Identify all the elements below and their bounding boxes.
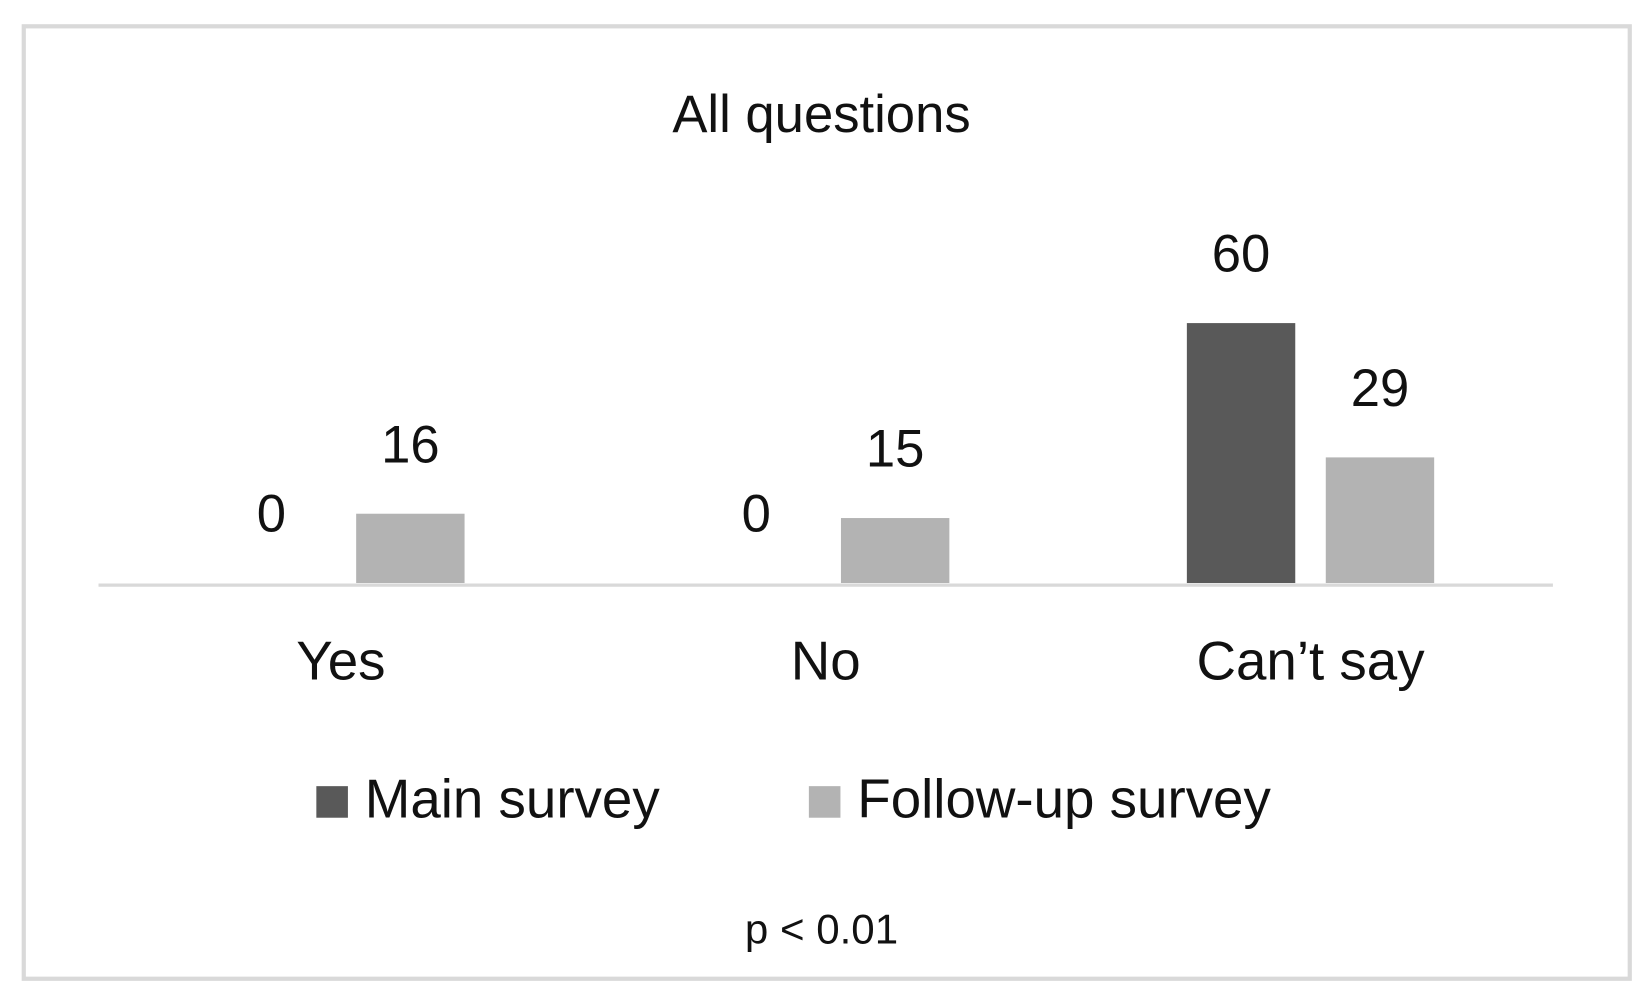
bar: [1325, 457, 1435, 584]
data-label: 29: [1351, 359, 1410, 418]
x-tick-label: Can’t say: [1196, 630, 1425, 692]
bar: [840, 518, 950, 584]
data-label: 60: [1212, 225, 1271, 284]
x-tick-label: No: [791, 630, 861, 692]
legend-swatch: [808, 786, 841, 818]
legend-label: Follow-up survey: [857, 767, 1271, 829]
data-label: 16: [381, 415, 440, 474]
legend-label: Main survey: [365, 767, 661, 829]
legend-swatch: [316, 786, 348, 818]
data-label: 0: [257, 485, 286, 544]
annotation: p < 0.01: [745, 906, 898, 953]
bar: [1186, 323, 1296, 584]
data-label: 0: [742, 485, 771, 544]
data-label: 15: [866, 420, 925, 479]
chart-title: All questions: [672, 85, 970, 144]
bar: [356, 513, 465, 584]
x-tick-label: Yes: [296, 630, 385, 692]
